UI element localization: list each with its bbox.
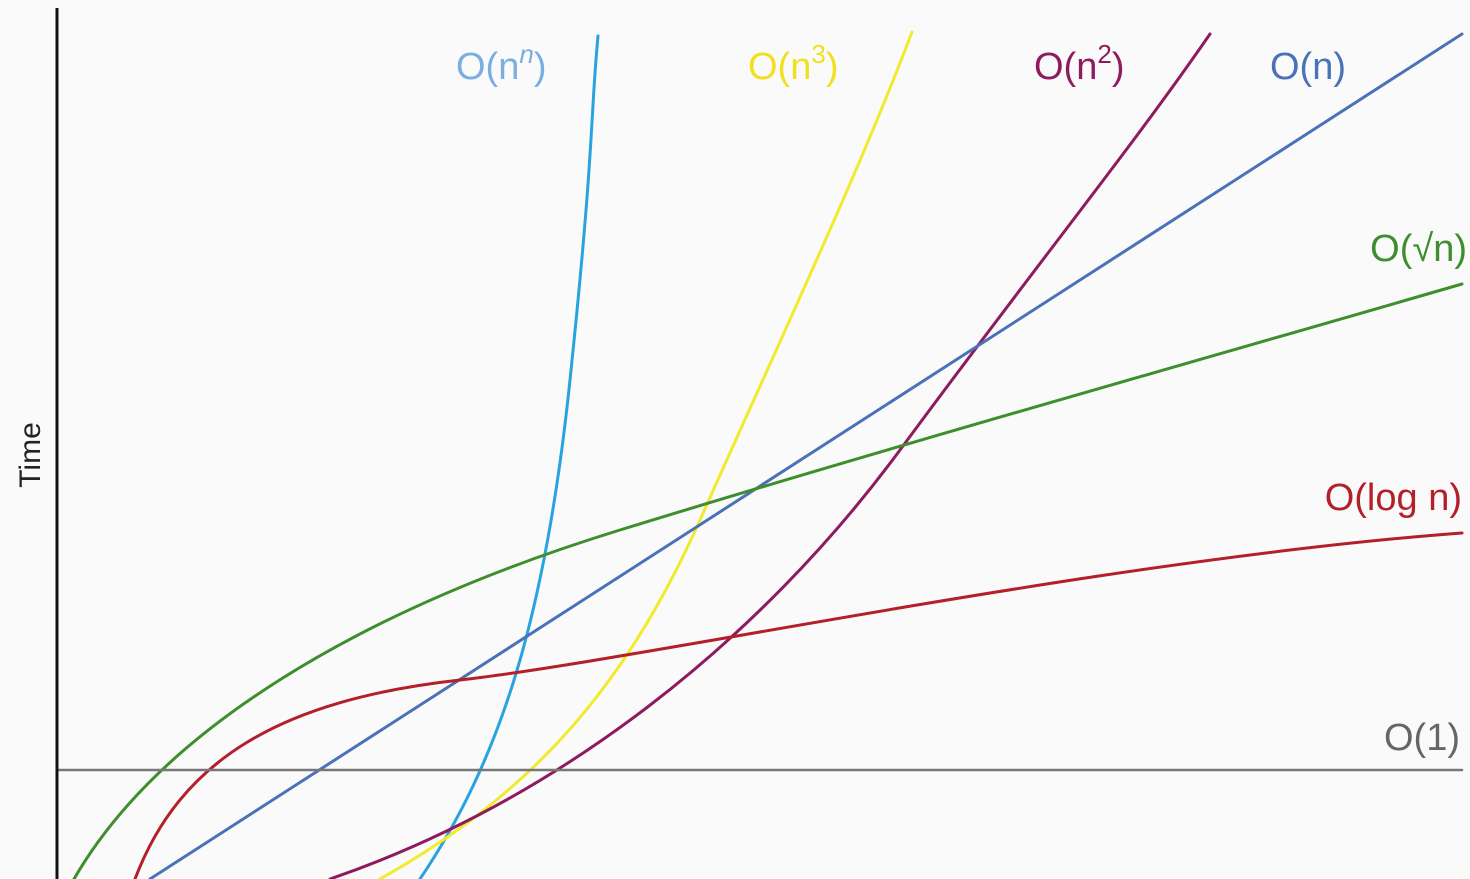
series-label-text: O(1) [1384, 717, 1460, 759]
series-label-n3: O(n3) [748, 39, 838, 88]
series-label-superscript: 3 [811, 39, 825, 69]
series-label-n2: O(n2) [1034, 39, 1124, 88]
series-label-text: O(log n) [1325, 477, 1462, 519]
series-label-close: ) [826, 46, 839, 88]
series-label-text: O(√n) [1370, 228, 1467, 270]
series-line-n [148, 32, 1464, 879]
series-label-text: O(n) [1270, 46, 1346, 88]
series-line-sqrt [72, 282, 1464, 879]
series-label-close: ) [1112, 46, 1125, 88]
series-line-log [133, 531, 1464, 879]
series-label-const: O(1) [1384, 717, 1460, 759]
y-axis-label: Time [14, 422, 47, 488]
series-line-n3 [378, 30, 914, 879]
series-label-nn: O(nn) [456, 39, 546, 88]
series-label-text: O(n [1034, 46, 1097, 88]
series-label-superscript: 2 [1097, 39, 1111, 69]
series-label-text: O(n [456, 46, 519, 88]
series-label-sqrt: O(√n) [1370, 228, 1467, 270]
series-label-log: O(log n) [1325, 477, 1462, 519]
series-label-text: O(n [748, 46, 811, 88]
curve-layer [55, 30, 1464, 879]
series-label-superscript: n [519, 39, 533, 69]
series-label-close: ) [534, 46, 547, 88]
series-label-layer: O(nn) O(n3) O(n2) O(n)O(√n)O(log n)O(1) [456, 39, 1467, 759]
series-label-n: O(n) [1270, 46, 1346, 88]
series-line-n2 [328, 32, 1212, 879]
